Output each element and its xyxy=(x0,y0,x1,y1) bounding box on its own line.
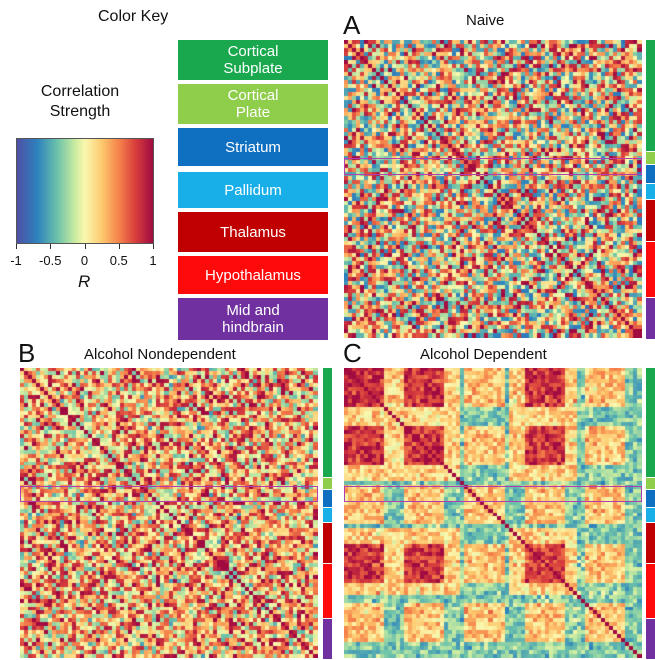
colorbar-tickmark xyxy=(118,244,120,249)
legend-title: Correlation Strength xyxy=(20,82,140,122)
panel-title-c: Alcohol Dependent xyxy=(420,346,547,363)
region-bar-segment xyxy=(646,564,655,618)
region-bar-segment xyxy=(323,523,332,563)
color-key-title: Color Key xyxy=(98,8,169,25)
region-bar-segment xyxy=(323,564,332,618)
region-bar-segment xyxy=(646,184,655,199)
colorbar-tick-label: 1 xyxy=(149,253,157,268)
colorbar-gradient xyxy=(16,138,154,244)
legend-title-line1: Correlation xyxy=(40,83,120,100)
colorbar-tick-label: 0.5 xyxy=(109,253,128,268)
region-bar-segment xyxy=(646,40,655,151)
region-bar-segment xyxy=(646,165,655,183)
panel-title-a: Naive xyxy=(466,12,505,29)
highlight-row-dependent xyxy=(344,486,642,502)
region-legend-item: Hypothalamus xyxy=(178,256,328,294)
highlight-row-nondependent xyxy=(20,486,318,502)
region-bar-segment xyxy=(323,490,332,507)
region-bar-segment xyxy=(323,508,332,522)
colorbar-axis-label: R xyxy=(78,272,91,291)
region-legend-item: Cortical Subplate xyxy=(178,40,328,80)
legend-title-line2: Strength xyxy=(49,103,111,120)
region-bar-segment xyxy=(646,242,655,297)
region-bar-segment xyxy=(646,508,655,522)
panel-letter-a: A xyxy=(343,10,361,40)
region-bar-segment xyxy=(646,200,655,241)
panel-title-b: Alcohol Nondependent xyxy=(84,346,236,363)
colorbar-tickmark xyxy=(84,244,86,249)
region-legend-item: Striatum xyxy=(178,128,328,166)
region-bar-segment xyxy=(323,619,332,659)
heatmap-nondependent xyxy=(20,368,318,658)
panel-letter-c: C xyxy=(343,338,362,368)
colorbar-tick-label: -1 xyxy=(10,253,22,268)
region-bar-segment xyxy=(323,368,332,477)
region-bar-segment xyxy=(646,298,655,339)
region-legend-item: Pallidum xyxy=(178,172,328,208)
colorbar-tickmark xyxy=(50,244,52,249)
colorbar-tick-label: -0.5 xyxy=(39,253,62,268)
region-bar-segment xyxy=(323,478,332,489)
colorbar-tickmark xyxy=(153,244,154,249)
heatmap-dependent xyxy=(344,368,642,658)
colorbar-tick-label: 0 xyxy=(80,253,89,268)
region-bar-segment xyxy=(646,490,655,507)
region-bar-segment xyxy=(646,523,655,563)
region-bar-segment xyxy=(646,619,655,659)
region-bar-segment xyxy=(646,152,655,164)
colorbar-tickmark xyxy=(16,244,17,249)
region-bar-segment xyxy=(646,368,655,477)
panel-letter-b: B xyxy=(18,338,36,368)
region-legend-item: Cortical Plate xyxy=(178,84,328,124)
region-bar-segment xyxy=(646,478,655,489)
heatmap-naive xyxy=(344,40,642,338)
region-legend-item: Mid and hindbrain xyxy=(178,298,328,340)
highlight-row-naive xyxy=(344,158,642,175)
region-legend-item: Thalamus xyxy=(178,212,328,252)
